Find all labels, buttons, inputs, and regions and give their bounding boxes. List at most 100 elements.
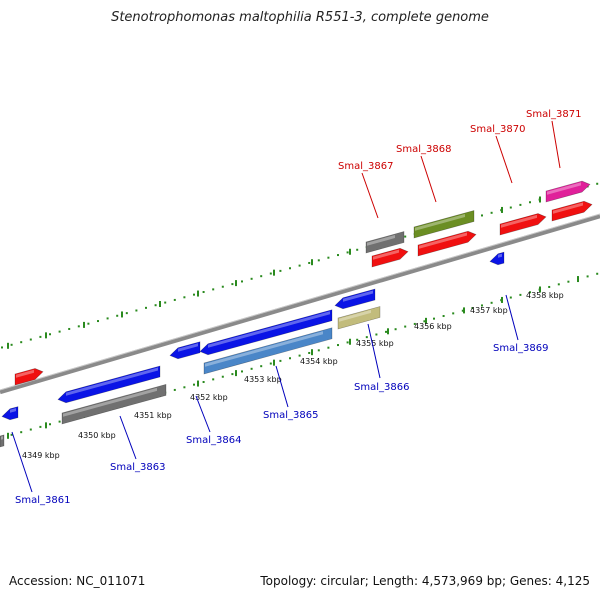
gene-smal-3865-steel[interactable]	[203, 327, 333, 375]
gene-body[interactable]	[371, 246, 409, 268]
track-dot	[29, 338, 32, 341]
gene-edge-gray[interactable]	[0, 434, 5, 448]
track-dot	[404, 325, 407, 328]
gene-smal-3863-gray[interactable]	[61, 384, 167, 425]
track-dot	[452, 312, 455, 315]
track-dot	[212, 378, 215, 381]
gene-body[interactable]	[61, 384, 167, 425]
track-dot	[221, 285, 224, 288]
label-leader-line	[495, 135, 513, 184]
gene-smal-3870[interactable]	[499, 211, 547, 236]
gene-smal-3861[interactable]	[1, 406, 19, 422]
track-dot	[173, 298, 176, 301]
track-dot	[337, 254, 339, 257]
gene-smal-3866[interactable]	[334, 288, 376, 311]
gene-smal-3864[interactable]	[169, 341, 201, 361]
track-dot	[68, 327, 71, 330]
gene-smal-3871[interactable]	[551, 199, 593, 222]
gene-body[interactable]	[499, 211, 547, 236]
gene-body[interactable]	[417, 229, 477, 257]
gene-label-bottom[interactable]: Smal_3869	[493, 343, 548, 354]
track-dot	[241, 280, 243, 283]
track-dot	[279, 359, 282, 362]
kbp-tick-label: 4352 kbp	[190, 393, 228, 402]
track-dot	[548, 285, 551, 288]
track-dot	[39, 425, 42, 428]
track-dot	[481, 304, 483, 307]
genome-backbone	[0, 213, 600, 395]
gene-body[interactable]	[551, 199, 593, 222]
track-dot	[202, 381, 205, 384]
gene-body[interactable]	[545, 179, 591, 203]
gene-highlight	[553, 202, 583, 214]
gene-body[interactable]	[203, 327, 333, 375]
track-dot	[413, 322, 416, 325]
gene-forward-red-1[interactable]	[14, 366, 44, 386]
gene-label-top[interactable]: Smal_3868	[396, 144, 451, 155]
kbp-tick-label: 4351 kbp	[134, 411, 172, 420]
track-dot	[433, 317, 435, 320]
track-dot	[135, 309, 138, 312]
track-dot	[298, 354, 301, 357]
label-leader-line	[119, 415, 137, 460]
gene-body[interactable]	[57, 365, 161, 405]
track-dot	[442, 315, 445, 318]
track-dot	[327, 346, 330, 349]
gene-smal-3866-khaki[interactable]	[337, 306, 381, 330]
gene-smal-3863[interactable]	[57, 365, 161, 405]
gene-body[interactable]	[14, 366, 44, 386]
gene-label-top[interactable]: Smal_3870	[470, 124, 525, 135]
gene-smal-3871-magenta[interactable]	[545, 179, 591, 203]
gene-label-bottom[interactable]: Smal_3865	[263, 410, 318, 421]
track-dot	[481, 214, 483, 217]
track-dot	[509, 296, 512, 299]
label-leader-line	[195, 395, 211, 433]
track-dot	[298, 264, 301, 267]
gene-highlight	[66, 367, 158, 396]
gene-body[interactable]	[334, 288, 376, 311]
gene-smal-3869[interactable]	[489, 251, 505, 267]
track-dot	[10, 343, 13, 346]
label-leader-line	[420, 155, 437, 203]
gene-body[interactable]	[365, 231, 405, 254]
label-leader-line	[367, 323, 381, 379]
gene-label-top[interactable]: Smal_3867	[338, 161, 393, 172]
genome-title: Stenotrophomonas maltophilia R551-3, com…	[111, 10, 489, 25]
gene-body[interactable]	[413, 210, 475, 239]
track-dot	[529, 201, 531, 204]
gene-body[interactable]	[489, 251, 505, 267]
gene-label-top[interactable]: Smal_3871	[526, 109, 581, 120]
gene-body[interactable]	[1, 406, 19, 422]
gene-smal-3865[interactable]	[199, 309, 333, 357]
track-dot	[49, 333, 51, 336]
gene-smal-3868-olive[interactable]	[413, 210, 475, 239]
gene-smal-3867-gray[interactable]	[365, 231, 405, 254]
gene-smal-3868[interactable]	[417, 229, 477, 257]
track-dot	[375, 333, 378, 336]
gene-body[interactable]	[0, 434, 5, 448]
track-dot	[241, 370, 243, 373]
gene-label-bottom[interactable]: Smal_3861	[15, 495, 70, 506]
gene-highlight	[415, 213, 465, 231]
track-dot	[145, 306, 147, 309]
track-dot	[404, 235, 407, 238]
gene-body[interactable]	[199, 309, 333, 357]
gene-body[interactable]	[337, 306, 381, 330]
gene-smal-3867[interactable]	[371, 246, 409, 268]
track-dot	[519, 293, 522, 296]
track-dot	[260, 365, 263, 368]
gene-highlight	[367, 235, 395, 246]
gene-label-bottom[interactable]: Smal_3863	[110, 462, 165, 473]
gene-highlight	[16, 369, 34, 378]
track-dot	[423, 320, 426, 323]
gene-body[interactable]	[169, 341, 201, 361]
track-dot	[10, 433, 13, 436]
gene-label-bottom[interactable]: Smal_3864	[186, 435, 241, 446]
track-dot	[164, 301, 167, 304]
gene-highlight	[178, 343, 198, 352]
track-dot	[346, 251, 349, 254]
label-leader-line	[275, 365, 289, 408]
gene-label-bottom[interactable]: Smal_3866	[354, 382, 409, 393]
track-dot	[231, 373, 234, 376]
